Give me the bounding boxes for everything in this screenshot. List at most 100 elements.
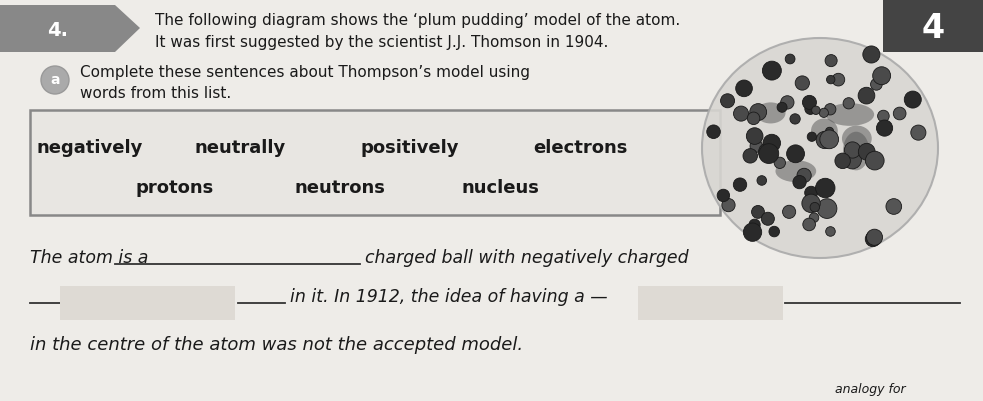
- Circle shape: [878, 110, 890, 122]
- Circle shape: [763, 61, 781, 80]
- Circle shape: [750, 103, 767, 120]
- Circle shape: [820, 130, 838, 149]
- Circle shape: [802, 194, 820, 213]
- Circle shape: [790, 114, 800, 124]
- Circle shape: [810, 203, 820, 212]
- Circle shape: [735, 80, 752, 97]
- Circle shape: [844, 142, 861, 158]
- Text: charged ball with negatively charged: charged ball with negatively charged: [365, 249, 689, 267]
- Text: protons: protons: [136, 179, 214, 197]
- Circle shape: [871, 79, 882, 90]
- Circle shape: [722, 198, 735, 212]
- Circle shape: [41, 66, 69, 94]
- Circle shape: [778, 102, 787, 112]
- Circle shape: [782, 205, 795, 219]
- Circle shape: [707, 125, 721, 138]
- Circle shape: [786, 145, 804, 163]
- Circle shape: [865, 151, 884, 170]
- Circle shape: [816, 131, 834, 149]
- Circle shape: [769, 226, 780, 237]
- Text: words from this list.: words from this list.: [80, 87, 231, 101]
- Circle shape: [877, 120, 893, 136]
- Circle shape: [781, 96, 794, 109]
- Text: The atom is a: The atom is a: [30, 249, 148, 267]
- Circle shape: [819, 108, 829, 117]
- Circle shape: [886, 198, 901, 215]
- Ellipse shape: [842, 126, 872, 152]
- Ellipse shape: [811, 118, 838, 143]
- Circle shape: [826, 127, 834, 136]
- Circle shape: [904, 91, 921, 108]
- Circle shape: [835, 153, 850, 168]
- Bar: [883, 0, 983, 52]
- Text: neutrons: neutrons: [295, 179, 385, 197]
- Circle shape: [873, 67, 891, 85]
- Ellipse shape: [756, 102, 785, 124]
- Text: neutrally: neutrally: [195, 139, 286, 157]
- Circle shape: [775, 157, 785, 168]
- Circle shape: [805, 103, 816, 114]
- Text: It was first suggested by the scientist J.J. Thomson in 1904.: It was first suggested by the scientist …: [155, 34, 608, 49]
- Circle shape: [805, 186, 818, 199]
- Circle shape: [759, 144, 779, 164]
- Circle shape: [795, 76, 809, 90]
- Circle shape: [809, 213, 819, 223]
- Circle shape: [817, 199, 837, 219]
- Polygon shape: [0, 5, 140, 52]
- Circle shape: [749, 219, 760, 230]
- Text: 4.: 4.: [47, 20, 69, 40]
- Ellipse shape: [702, 38, 938, 258]
- Circle shape: [825, 55, 838, 67]
- Text: negatively: negatively: [36, 139, 144, 157]
- Circle shape: [803, 218, 816, 231]
- Circle shape: [733, 106, 749, 121]
- Circle shape: [763, 134, 781, 152]
- Ellipse shape: [776, 160, 816, 182]
- Text: analogy for: analogy for: [835, 383, 905, 397]
- Text: 4: 4: [921, 12, 945, 45]
- Text: a: a: [50, 73, 60, 87]
- Bar: [638, 286, 783, 320]
- Circle shape: [752, 205, 765, 218]
- Circle shape: [863, 46, 880, 63]
- Circle shape: [733, 178, 747, 191]
- Circle shape: [761, 212, 775, 225]
- Bar: [30, 110, 720, 215]
- Circle shape: [832, 73, 844, 86]
- Circle shape: [759, 143, 777, 161]
- Circle shape: [894, 107, 906, 120]
- Bar: [60, 286, 235, 320]
- Circle shape: [807, 132, 817, 142]
- Text: in the centre of the atom was not the accepted model.: in the centre of the atom was not the ac…: [30, 336, 523, 354]
- Circle shape: [757, 176, 767, 185]
- Circle shape: [743, 223, 762, 241]
- Circle shape: [825, 103, 836, 115]
- Circle shape: [858, 143, 875, 160]
- Circle shape: [718, 189, 729, 202]
- Circle shape: [746, 128, 763, 144]
- Circle shape: [812, 106, 820, 115]
- Text: nucleus: nucleus: [461, 179, 539, 197]
- Circle shape: [911, 125, 926, 140]
- Circle shape: [866, 229, 883, 245]
- Circle shape: [858, 87, 875, 104]
- Circle shape: [743, 149, 758, 163]
- Text: positively: positively: [361, 139, 459, 157]
- Circle shape: [721, 94, 734, 108]
- Text: The following diagram shows the ‘plum pudding’ model of the atom.: The following diagram shows the ‘plum pu…: [155, 12, 680, 28]
- Ellipse shape: [843, 132, 869, 170]
- Circle shape: [826, 227, 836, 236]
- Circle shape: [843, 150, 861, 169]
- Text: in it. In 1912, the idea of having a —: in it. In 1912, the idea of having a —: [290, 288, 607, 306]
- Circle shape: [843, 98, 854, 109]
- Circle shape: [802, 95, 817, 109]
- Text: Complete these sentences about Thompson’s model using: Complete these sentences about Thompson’…: [80, 65, 530, 79]
- Circle shape: [816, 178, 835, 198]
- Circle shape: [747, 112, 760, 125]
- Circle shape: [785, 54, 795, 64]
- Circle shape: [865, 231, 881, 247]
- Circle shape: [797, 168, 811, 182]
- Circle shape: [827, 75, 835, 84]
- Circle shape: [793, 176, 806, 189]
- Ellipse shape: [826, 103, 874, 126]
